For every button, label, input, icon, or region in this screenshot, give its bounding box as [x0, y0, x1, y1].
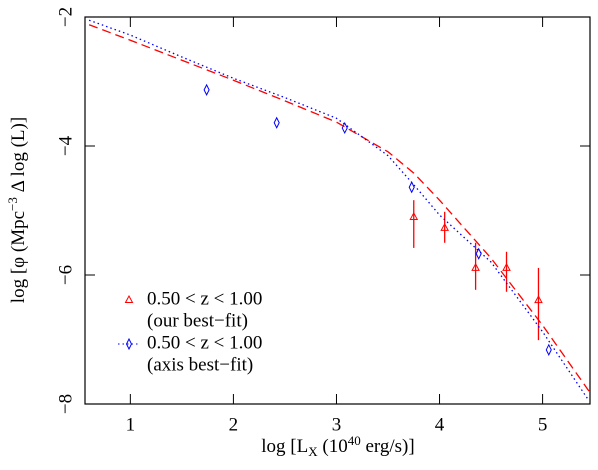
triangle-marker: [471, 262, 480, 271]
diamond-marker: [341, 121, 348, 135]
triangle-marker: [534, 295, 543, 304]
legend-detail: (axis best−fit): [147, 354, 253, 375]
triangle-marker: [502, 262, 511, 271]
diamond-marker: [273, 116, 280, 129]
diamond-marker: [203, 83, 210, 97]
x-tick-label: 5: [538, 414, 548, 435]
legend-detail: (our best−fit): [147, 310, 248, 331]
x-tick-label: 3: [332, 414, 342, 435]
x-axis-label: log [LX (1040 erg/s)]: [261, 433, 414, 459]
legend-label: 0.50 < z < 1.00: [147, 332, 262, 353]
diamond-marker: [408, 181, 415, 194]
plot-frame: [84, 16, 591, 405]
fit-curve: [88, 19, 590, 402]
x-tick-label: 4: [435, 414, 445, 435]
y-axis-label: log [φ (Mpc−3 Δ log (L)]: [5, 117, 29, 303]
legend-label: 0.50 < z < 1.00: [147, 288, 262, 309]
x-tick-label: 2: [229, 414, 239, 435]
triangle-marker: [440, 222, 450, 231]
y-tick-label: −2: [55, 7, 76, 27]
x-tick-label: 1: [126, 414, 136, 435]
legend-marker: [124, 294, 134, 303]
triangle-marker: [409, 211, 419, 220]
legend-marker: [125, 337, 133, 351]
diamond-marker: [545, 343, 552, 356]
y-tick-label: −4: [55, 135, 76, 156]
y-tick-label: −8: [55, 394, 76, 414]
y-tick-label: −6: [55, 265, 76, 285]
diamond-marker: [475, 247, 482, 260]
